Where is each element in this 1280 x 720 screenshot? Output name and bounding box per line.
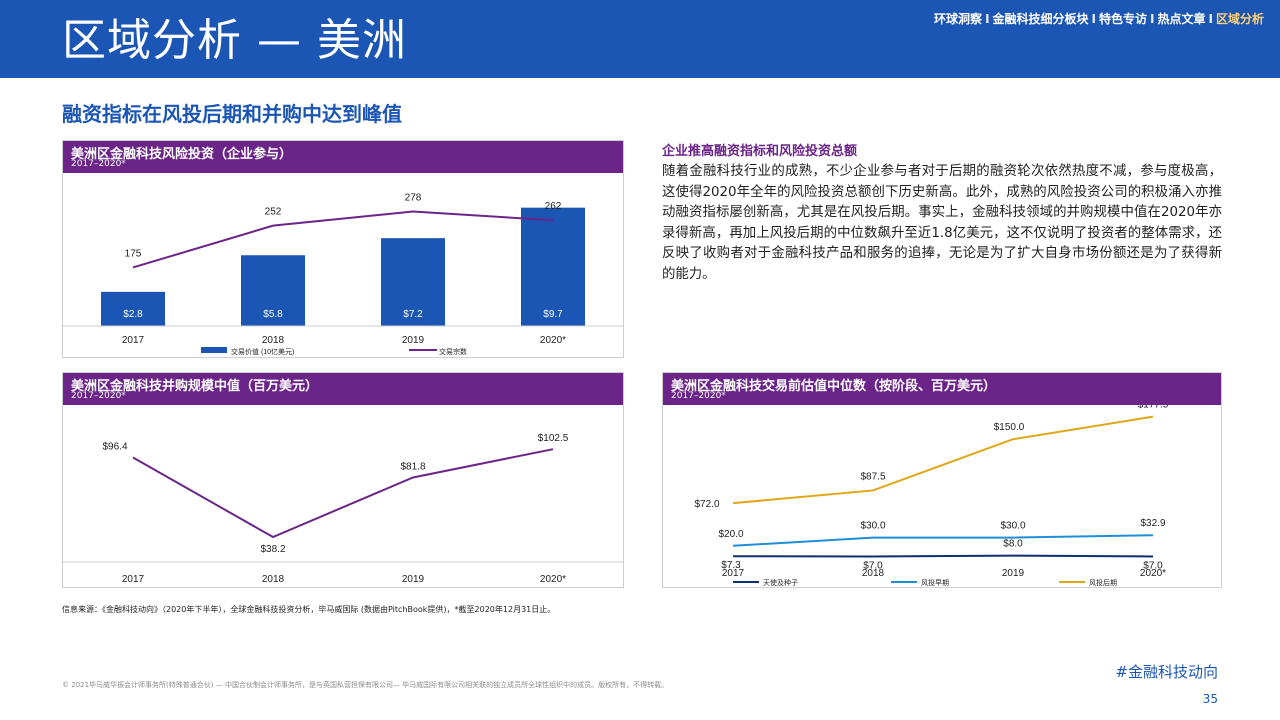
x-tick-label: 2020*	[540, 335, 566, 346]
data-label: $30.0	[860, 521, 885, 532]
page-number: 35	[1202, 692, 1218, 706]
legend-label: 交易宗数	[439, 347, 467, 356]
bar-value-label: $9.7	[543, 309, 563, 320]
x-tick-label: 2017	[122, 335, 145, 346]
data-label: $30.0	[1000, 521, 1025, 532]
legend-label: 交易价值 (10亿美元)	[231, 347, 294, 356]
nav-item-fintech-segments[interactable]: 金融科技细分板块	[992, 12, 1089, 26]
data-label: $7.0	[863, 560, 883, 571]
x-tick-label: 2019	[402, 574, 425, 585]
data-label: $96.4	[102, 442, 127, 453]
legend-label: 风投早期	[921, 578, 949, 587]
bar-value-label: $5.8	[263, 309, 283, 320]
section-subtitle: 融资指标在风投后期和并购中达到峰值	[62, 102, 402, 126]
series-line	[732, 554, 1154, 558]
chart-title: 美洲区金融科技交易前估值中位数（按阶段、百万美元）	[671, 379, 997, 394]
data-label: $150.0	[994, 422, 1025, 433]
x-tick-label: 2019	[1002, 568, 1025, 579]
nav-item-regional-analysis[interactable]: 区域分析	[1215, 12, 1264, 26]
hashtag-link[interactable]: #金融科技动向	[1115, 663, 1218, 681]
x-tick-label: 2017	[722, 568, 745, 579]
chart-subtitle: 2017–2020*	[671, 391, 726, 401]
data-label: $8.0	[1003, 539, 1023, 550]
data-label: $7.3	[721, 560, 741, 571]
data-label: $72.0	[694, 499, 719, 510]
legend-label: 天使及种子	[763, 578, 798, 587]
source-note: 信息来源：《金融科技动向》（2020年下半年），全球金融科技投资分析，毕马威国际…	[62, 605, 556, 614]
bar	[381, 238, 445, 326]
data-label: $7.0	[1143, 560, 1163, 571]
nav-item-hot-articles[interactable]: 热点文章	[1157, 12, 1206, 26]
chart-ma-median: $96.4 $38.2 $81.8 $102.5 2017 2018 2019 2020*	[63, 433, 623, 585]
chart-header: 美洲区金融科技风险投资（企业参与） 2017–2020*	[63, 141, 623, 173]
chart-header: 美洲区金融科技并购规模中值（百万美元） 2017–2020*	[63, 373, 623, 405]
x-tick-label: 2017	[122, 574, 145, 585]
x-tick-label: 2019	[402, 335, 425, 346]
chart-premoney-valuation: $7.3 $7.0 $8.0 $7.0 $20.0 $30.0 $30.0 $32.9 $72.…	[694, 405, 1169, 587]
bar	[241, 255, 305, 326]
bar	[521, 207, 585, 326]
text-heading: 企业推高融资指标和风险投资总额	[662, 144, 858, 159]
x-tick-label: 2020*	[1140, 568, 1166, 579]
chart-title: 美洲区金融科技并购规模中值（百万美元）	[71, 379, 319, 394]
series-line	[732, 415, 1154, 505]
x-tick-label: 2018	[262, 574, 285, 585]
chart-panel-premoney-valuation: 美洲区金融科技交易前估值中位数（按阶段、百万美元） 2017–2020* $7.…	[662, 372, 1222, 588]
data-label: $38.2	[260, 544, 285, 555]
x-tick-label: 2020*	[540, 574, 566, 585]
top-nav: 环球洞察 I 金融科技细分板块 I 特色专访 I 热点文章 I 区域分析	[934, 12, 1264, 26]
bar-value-label: $2.8	[123, 309, 143, 320]
chart-header: 美洲区金融科技交易前估值中位数（按阶段、百万美元） 2017–2020*	[663, 373, 1221, 405]
series-line	[732, 534, 1154, 547]
data-label: $20.0	[718, 529, 743, 540]
header-bar: 区域分析 — 美洲 环球洞察 I 金融科技细分板块 I 特色专访 I 热点文章 I 区域分析	[0, 0, 1280, 78]
x-tick-label: 2018	[262, 335, 285, 346]
line-value-label: 262	[545, 201, 562, 212]
line-value-label: 252	[265, 207, 282, 218]
chart-subtitle: 2017–2020*	[71, 391, 126, 401]
line-value-label: 278	[405, 193, 422, 204]
chart-title: 美洲区金融科技风险投资（企业参与）	[71, 147, 293, 162]
data-label: $81.8	[400, 461, 425, 472]
text-body: 随着金融科技行业的成熟，不少企业参与者对于后期的融资轮次依然热度不减，参与度极高…	[662, 164, 1222, 282]
nav-item-interviews[interactable]: 特色专访	[1099, 12, 1148, 26]
page-title: 区域分析 — 美洲	[62, 15, 407, 66]
copyright-note: © 2021毕马威华振会计师事务所(特殊普通合伙) — 中国合伙制会计师事务所，…	[62, 681, 669, 689]
data-label: $32.9	[1140, 518, 1165, 529]
chart-vc-investment: $2.8 $5.8 $7.2 $9.7 175 252 278 262 2017 2018 2019…	[63, 193, 623, 356]
chart-panel-ma-median: 美洲区金融科技并购规模中值（百万美元） 2017–2020* $96.4 $38.…	[62, 372, 624, 588]
data-label: $177.5	[1138, 405, 1169, 411]
bar-value-label: $7.2	[403, 309, 423, 320]
x-tick-label: 2018	[862, 568, 885, 579]
series-line	[132, 448, 554, 539]
nav-item-global-insights[interactable]: 环球洞察	[934, 12, 983, 26]
legend-swatch	[201, 347, 227, 353]
chart-subtitle: 2017–2020*	[71, 159, 126, 169]
line-value-label: 175	[125, 248, 142, 259]
legend-label: 风投后期	[1089, 578, 1117, 587]
chart-panel-vc-investment: 美洲区金融科技风险投资（企业参与） 2017–2020* $2.8 $5.8 $7.…	[62, 140, 624, 358]
data-label: $87.5	[860, 471, 885, 482]
bar	[101, 291, 165, 326]
data-label: $102.5	[538, 433, 569, 444]
series-line	[132, 210, 554, 269]
